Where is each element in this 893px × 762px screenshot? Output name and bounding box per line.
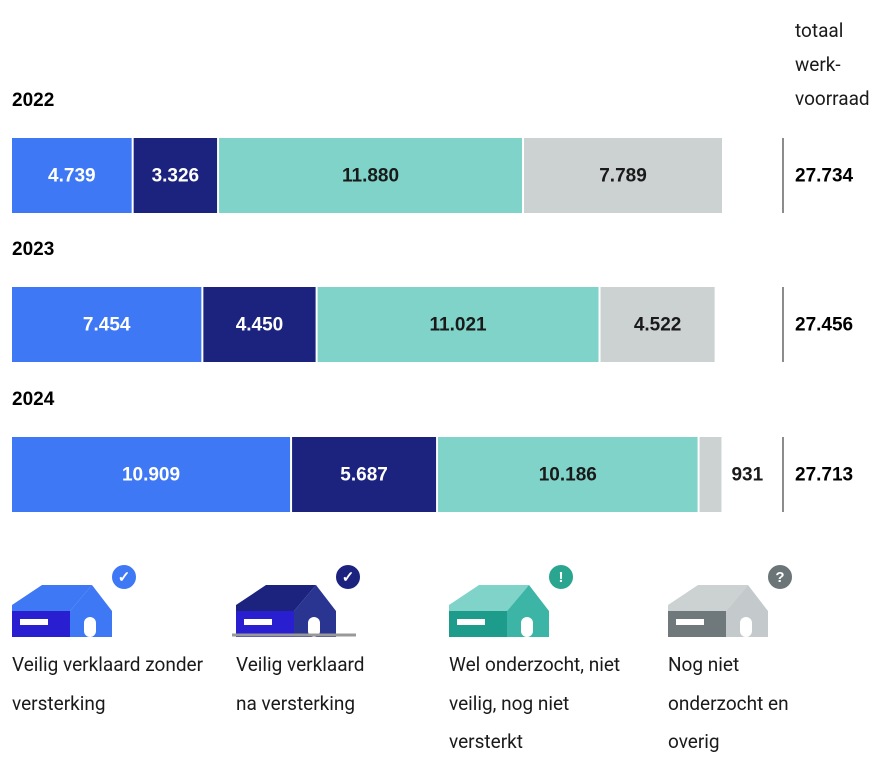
legend-icon: !: [449, 563, 575, 637]
year-label: 2022: [12, 90, 54, 111]
bar-segment: [219, 138, 523, 213]
bar-segment: [600, 287, 715, 362]
icon-gable: [70, 585, 112, 637]
legend-icon: ✓: [232, 563, 362, 637]
bar-segment: [12, 437, 291, 512]
value-label: 931: [731, 465, 763, 486]
value-label: 7.789: [599, 166, 647, 187]
value-label: 4.739: [48, 166, 96, 187]
bar-segment: [203, 287, 316, 362]
bar-segment: [12, 287, 202, 362]
total-label: 27.456: [795, 315, 853, 336]
icon-badge-glyph: ?: [775, 569, 784, 586]
value-label: 4.522: [634, 315, 682, 336]
legend-icon: ✓: [12, 563, 138, 637]
legend-label: Nog niet onderzocht en overig: [668, 653, 789, 753]
icon-door: [521, 617, 533, 637]
bar-segment: [438, 437, 698, 512]
icon-badge: [334, 563, 362, 591]
value-label: 3.326: [152, 166, 200, 187]
icon-gable: [507, 585, 549, 637]
icon-window: [676, 619, 704, 625]
icon-gable: [726, 585, 768, 637]
icon-roof: [12, 585, 92, 611]
legend-label: Veilig verklaard na versterking: [236, 653, 365, 715]
value-label: 10.909: [122, 465, 180, 486]
icon-window: [244, 619, 272, 625]
value-label: 11.880: [342, 166, 399, 187]
icon-roof: [668, 585, 748, 611]
total-label: 27.734: [795, 166, 854, 187]
icon-door: [740, 617, 752, 637]
bar-segment: [317, 287, 599, 362]
icon-badge: [547, 563, 575, 591]
icon-window: [457, 619, 485, 625]
bar-segment: [524, 138, 722, 213]
value-label: 11.021: [430, 315, 487, 336]
total-header: totaal werk-voorraad: [795, 19, 870, 110]
value-label: 7.454: [83, 315, 131, 336]
legend-label: Veilig verklaard zonder versterking: [12, 653, 204, 715]
icon-roof: [449, 585, 529, 611]
year-label: 2023: [12, 239, 54, 260]
icon-window: [20, 619, 48, 625]
icon-door: [308, 617, 320, 637]
icon-badge-glyph: !: [559, 569, 564, 586]
bar-segment: [12, 138, 132, 213]
total-label: 27.713: [795, 465, 853, 486]
bar-segment: [133, 138, 218, 213]
year-label: 2024: [12, 389, 55, 410]
icon-gable: [294, 585, 336, 637]
bar-segment: [292, 437, 437, 512]
icon-roof: [236, 585, 316, 611]
icon-badge: [110, 563, 138, 591]
legend-label: Wel onderzocht, niet veilig, nog niet ve…: [449, 653, 621, 753]
icon-badge-glyph: ✓: [118, 569, 131, 586]
icon-badge: [766, 563, 794, 591]
value-label: 5.687: [340, 465, 388, 486]
value-label: 10.186: [539, 465, 597, 486]
legend-icon: ?: [668, 563, 794, 637]
value-label: 4.450: [236, 315, 284, 336]
icon-badge-glyph: ✓: [342, 569, 355, 586]
bar-segment: [699, 437, 722, 512]
icon-door: [84, 617, 96, 637]
